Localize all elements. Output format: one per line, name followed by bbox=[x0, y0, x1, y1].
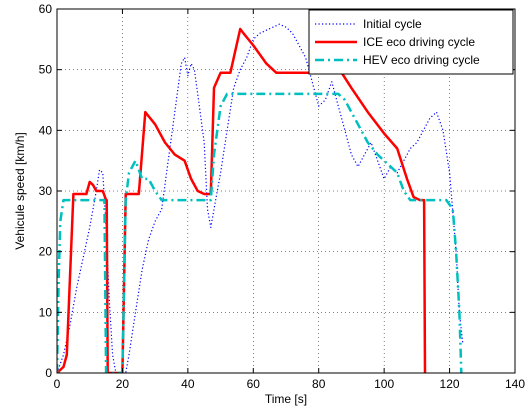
legend-label-2: ICE eco driving cycle bbox=[363, 35, 475, 49]
y-tick-label: 10 bbox=[39, 305, 53, 319]
y-axis-label: Vehicule speed [km/h] bbox=[13, 132, 27, 249]
x-tick-label: 40 bbox=[181, 377, 195, 391]
axis-ticks: 0 20 40 60 80 100 120 140 0 10 20 30 40 50 60 bbox=[39, 2, 526, 391]
y-tick-label: 40 bbox=[39, 123, 53, 137]
x-tick-label: 20 bbox=[116, 377, 130, 391]
x-tick-label: 60 bbox=[247, 377, 261, 391]
x-tick-label: 100 bbox=[374, 377, 394, 391]
x-tick-label: 80 bbox=[312, 377, 326, 391]
y-tick-label: 30 bbox=[39, 184, 53, 198]
y-tick-label: 0 bbox=[45, 366, 52, 380]
series-lines bbox=[57, 23, 464, 373]
x-tick-label: 140 bbox=[505, 377, 525, 391]
y-tick-label: 20 bbox=[39, 245, 53, 259]
series-line-3 bbox=[57, 92, 463, 373]
y-tick-label: 60 bbox=[39, 2, 53, 16]
legend-label-3: HEV eco driving cycle bbox=[363, 53, 480, 67]
x-axis-label: Time [s] bbox=[265, 392, 307, 406]
series-line-1 bbox=[57, 23, 464, 373]
x-tick-label: 120 bbox=[440, 377, 460, 391]
y-tick-label: 50 bbox=[39, 63, 53, 77]
series-line-2 bbox=[57, 27, 427, 373]
x-tick-label: 0 bbox=[54, 377, 61, 391]
legend-label-1: Initial cycle bbox=[363, 17, 422, 31]
legend: Initial cycle ICE eco driving cycle HEV ec… bbox=[308, 9, 514, 75]
